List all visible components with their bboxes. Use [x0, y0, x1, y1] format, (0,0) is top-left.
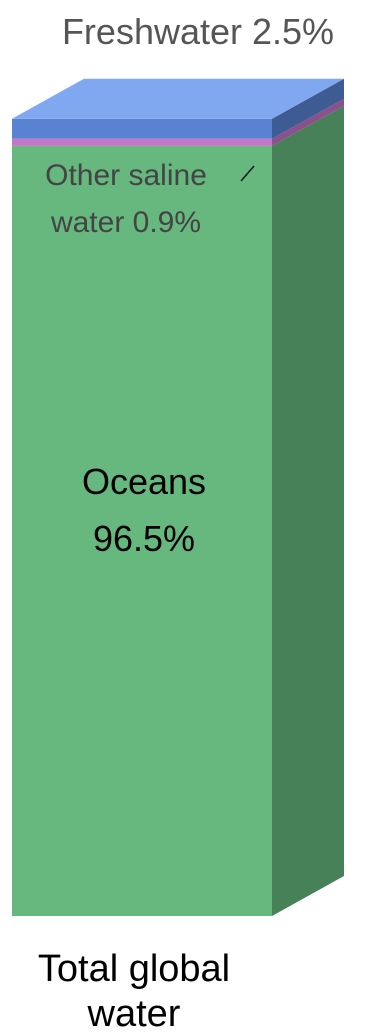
- bar-segment-oceans-front: [12, 145, 272, 916]
- freshwater-label: Freshwater 2.5%: [62, 11, 334, 52]
- other-saline-label-line-2: water 0.9%: [50, 206, 201, 239]
- bar-segment-freshwater-side: [272, 78, 344, 139]
- bar-segment-oceans-side: [272, 105, 344, 917]
- bar-group: [12, 78, 344, 917]
- oceans-label-line-1: Oceans: [82, 461, 206, 502]
- oceans-label-line-2: 96.5%: [93, 518, 195, 559]
- category-label-line-1: Total global: [38, 948, 230, 990]
- bar-segment-other-saline-water-front: [12, 138, 272, 146]
- bar-segment-other-saline-water-side: [272, 98, 344, 146]
- category-label-line-2: water: [87, 993, 181, 1033]
- other-saline-label-line-1: Other saline: [45, 159, 207, 192]
- other-saline-leader-line: [240, 165, 255, 182]
- bar-segment-freshwater-front: [12, 118, 272, 139]
- bar-top-face: [12, 78, 344, 119]
